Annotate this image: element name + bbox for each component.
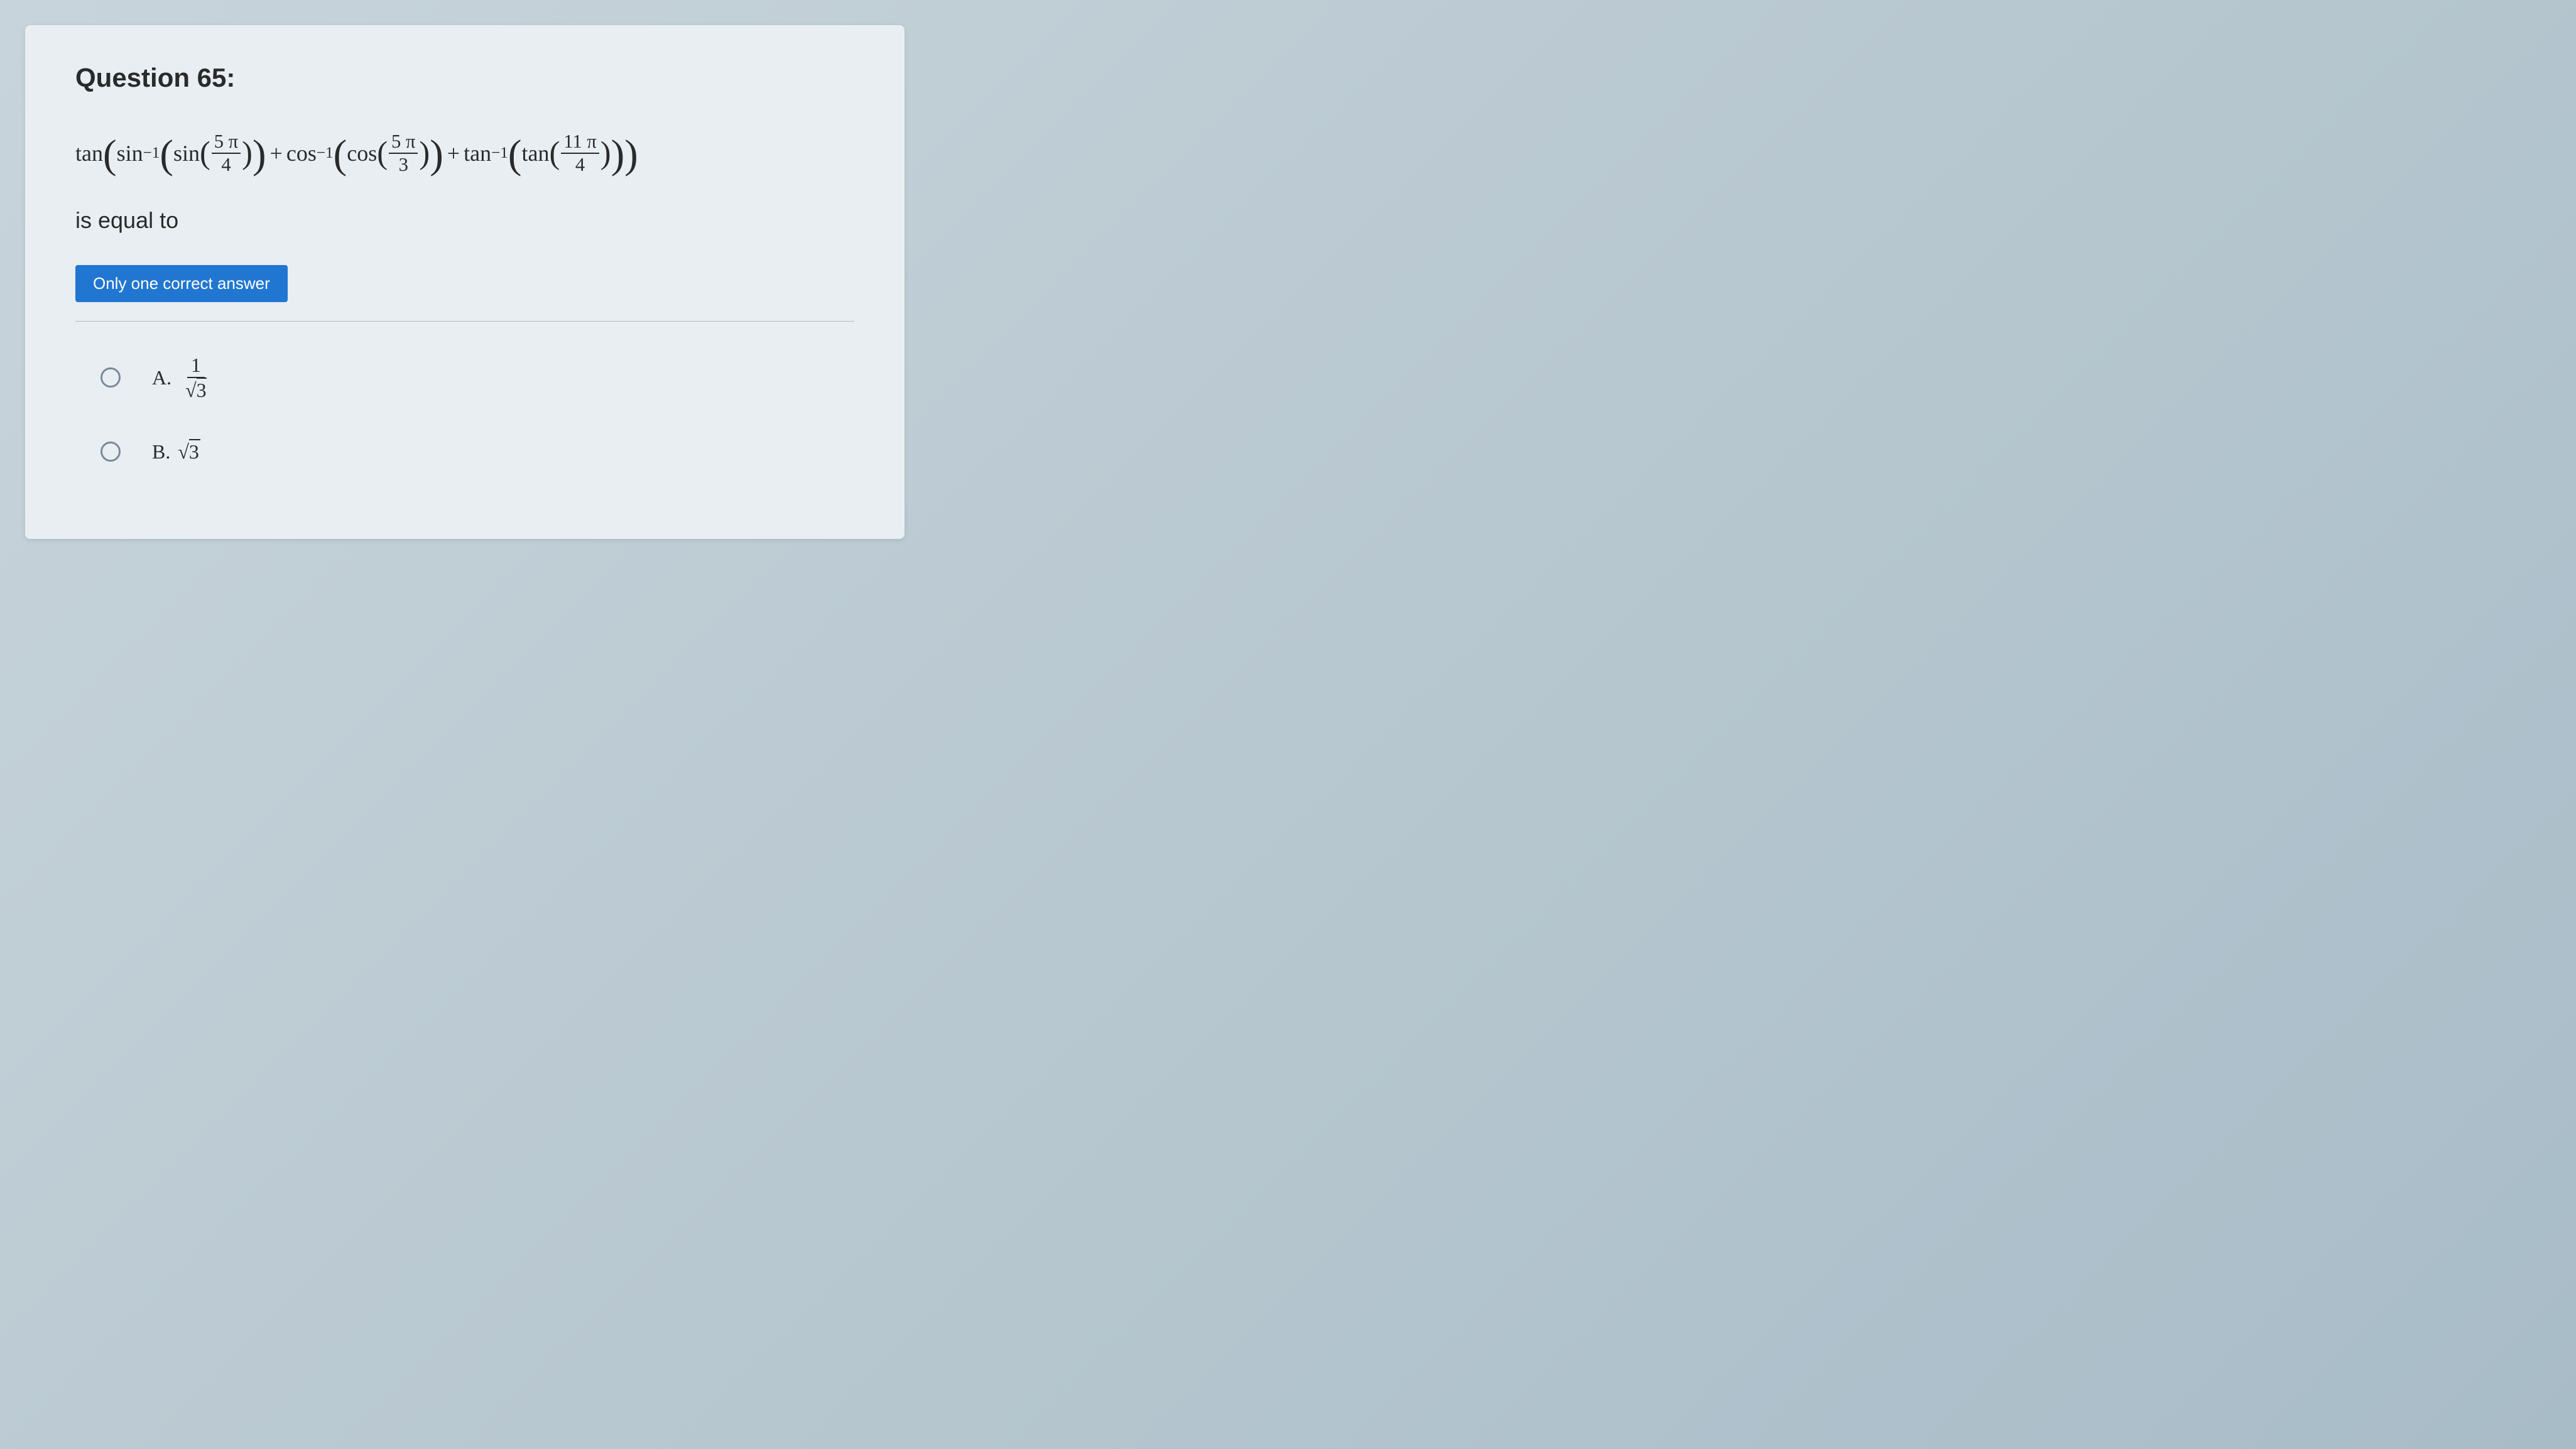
- radio-icon[interactable]: [101, 367, 121, 388]
- frac-den: 3: [396, 154, 411, 176]
- paren-open: (: [334, 139, 347, 171]
- fn-sin: sin: [117, 140, 143, 166]
- inv-sup: −1: [491, 144, 508, 162]
- fraction-3: 11 π 4: [561, 131, 599, 176]
- divider: [75, 321, 854, 322]
- fn-tan: tan: [521, 140, 549, 166]
- equation-expression: tan ( sin−1 ( sin ( 5 π 4 ) ) + cos−1 ( …: [75, 131, 854, 176]
- paren-open: (: [103, 139, 117, 171]
- paren-close: ): [430, 139, 443, 171]
- option-b[interactable]: B. √3: [75, 440, 854, 464]
- paren-open: (: [160, 139, 173, 171]
- radio-icon[interactable]: [101, 442, 121, 462]
- fn-cos: cos: [286, 140, 317, 166]
- paren-close: ): [624, 139, 638, 171]
- frac-num: 5 π: [212, 131, 241, 154]
- paren-close: ): [242, 139, 253, 167]
- fraction-2: 5 π 3: [389, 131, 418, 176]
- fn-tan: tan: [464, 140, 491, 166]
- paren-close: ): [611, 139, 625, 171]
- answer-type-badge: Only one correct answer: [75, 265, 288, 302]
- frac-num: 5 π: [389, 131, 418, 154]
- paren-open: (: [200, 139, 210, 167]
- frac-num: 1: [187, 353, 205, 378]
- frac-den: 4: [219, 154, 233, 176]
- frac-den: √3: [182, 378, 210, 402]
- option-a[interactable]: A. 1 √3: [75, 353, 854, 403]
- plus: +: [447, 140, 460, 166]
- paren-open: (: [377, 139, 388, 167]
- paren-close: ): [419, 139, 430, 167]
- option-a-fraction: 1 √3: [182, 353, 210, 403]
- fn-sin: sin: [173, 140, 200, 166]
- inv-sup: −1: [317, 144, 334, 162]
- equation-followup: is equal to: [75, 207, 854, 234]
- paren-close: ): [253, 139, 266, 171]
- option-a-label: A. 1 √3: [152, 353, 213, 403]
- paren-open: (: [549, 139, 560, 167]
- question-title: Question 65:: [75, 63, 854, 93]
- option-letter: A.: [152, 366, 171, 389]
- sqrt-val: 3: [197, 377, 207, 401]
- frac-den: 4: [573, 154, 587, 176]
- paren-close: ): [601, 139, 611, 167]
- paren-open: (: [508, 139, 522, 171]
- option-letter: B.: [152, 440, 170, 464]
- question-card: Question 65: tan ( sin−1 ( sin ( 5 π 4 )…: [25, 25, 905, 539]
- option-b-label: B. √3: [152, 440, 200, 464]
- fraction-1: 5 π 4: [212, 131, 241, 176]
- sqrt-val: 3: [189, 439, 200, 463]
- fn-cos: cos: [347, 140, 377, 166]
- fn-tan: tan: [75, 140, 103, 166]
- inv-sup: −1: [143, 144, 160, 162]
- frac-num: 11 π: [561, 131, 599, 154]
- option-b-sqrt: √3: [178, 440, 200, 464]
- plus: +: [270, 140, 283, 166]
